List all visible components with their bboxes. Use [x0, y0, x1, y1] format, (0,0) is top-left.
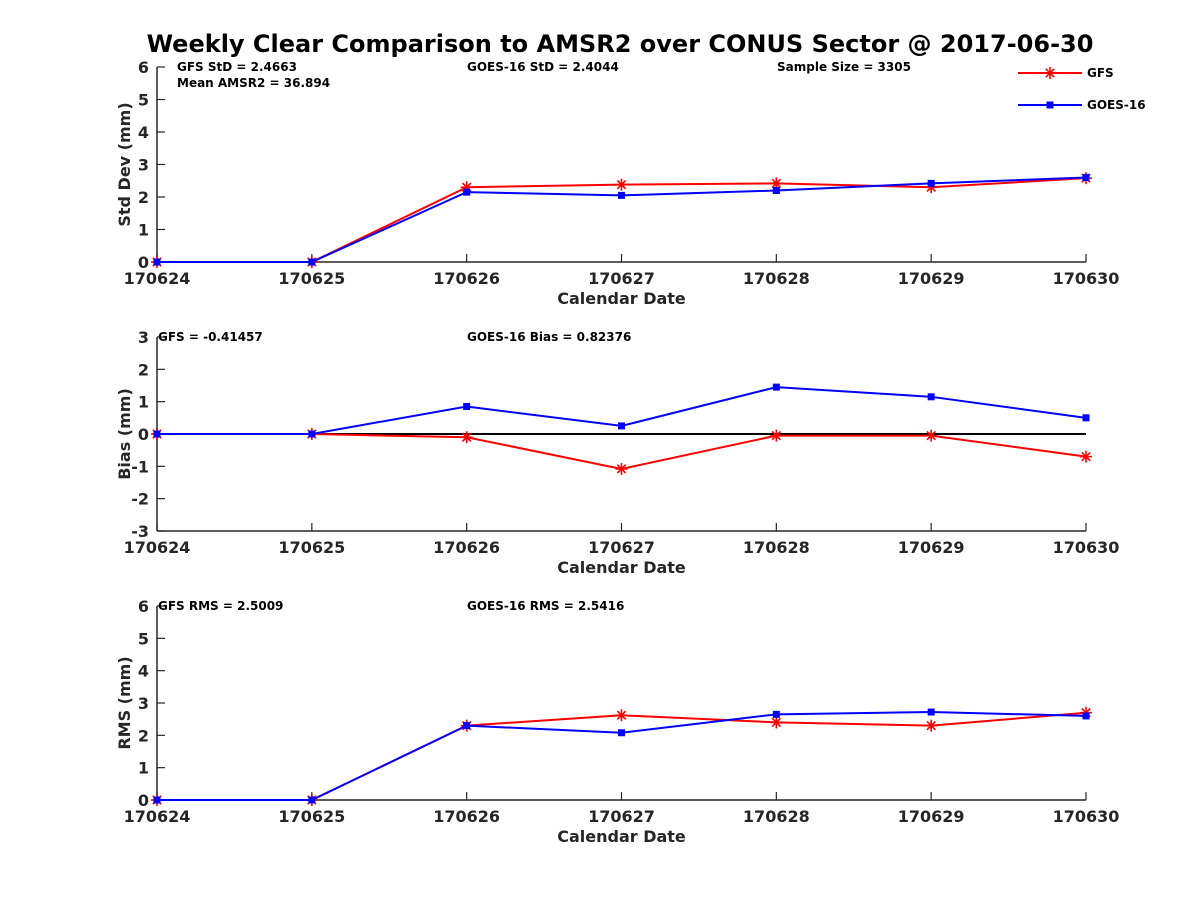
y-tick-label: 6: [138, 597, 149, 616]
series-line-gfs: [157, 177, 1087, 263]
stat-annotation: Sample Size = 3305: [777, 60, 911, 74]
x-axis-title: Calendar Date: [557, 827, 686, 846]
legend-label-gfs: GFS: [1087, 66, 1114, 80]
y-tick-label: -3: [131, 522, 149, 541]
series-line-gfs: [157, 711, 1087, 801]
y-tick-label: 2: [138, 188, 149, 207]
stat-annotation: GFS = -0.41457: [158, 330, 263, 344]
data-point-goes-16: [1082, 414, 1090, 422]
data-point-goes-16: [153, 796, 161, 804]
data-point-goes-16: [927, 179, 935, 187]
data-point-goes-16: [463, 722, 471, 730]
data-point-gfs: [460, 431, 473, 444]
stat-annotation: GOES-16 StD = 2.4044: [467, 60, 619, 74]
stat-annotation: GOES-16 RMS = 2.5416: [467, 599, 624, 613]
data-point-goes-16: [308, 430, 316, 438]
data-point-goes-16: [308, 796, 316, 804]
y-tick-label: 3: [138, 328, 149, 347]
x-tick-label: 170629: [898, 269, 965, 288]
x-axis-title: Calendar Date: [557, 558, 686, 577]
chart-title: Weekly Clear Comparison to AMSR2 over CO…: [146, 30, 1094, 58]
data-point-gfs: [770, 177, 783, 190]
data-point-gfs: [770, 429, 783, 442]
y-axis-title: RMS (mm): [115, 656, 134, 749]
data-point-gfs: [615, 178, 628, 191]
x-tick-label: 170626: [433, 269, 500, 288]
y-tick-label: -1: [131, 457, 149, 476]
data-point-goes-16: [927, 708, 935, 716]
y-tick-label: 0: [138, 253, 149, 272]
y-axis-title: Bias (mm): [115, 388, 134, 480]
x-tick-label: 170627: [588, 269, 655, 288]
data-point-goes-16: [308, 258, 316, 266]
x-tick-label: 170625: [278, 807, 345, 826]
x-tick-label: 170624: [124, 269, 191, 288]
data-point-gfs: [770, 716, 783, 729]
x-tick-label: 170627: [588, 538, 655, 557]
stat-annotation: GFS StD = 2.4663: [177, 60, 297, 74]
y-tick-label: 4: [138, 123, 149, 142]
y-tick-label: 4: [138, 662, 149, 681]
y-tick-label: 1: [138, 221, 149, 240]
stat-annotation: GOES-16 Bias = 0.82376: [467, 330, 631, 344]
data-point-goes-16: [463, 403, 471, 411]
x-tick-label: 170625: [278, 269, 345, 288]
y-tick-label: 0: [138, 791, 149, 810]
y-tick-label: -2: [131, 490, 149, 509]
x-tick-label: 170626: [433, 807, 500, 826]
data-point-goes-16: [618, 191, 625, 199]
data-point-gfs: [925, 719, 938, 732]
y-tick-label: 5: [138, 629, 149, 648]
data-point-goes-16: [772, 383, 780, 391]
y-tick-label: 3: [138, 156, 149, 175]
x-tick-label: 170630: [1053, 269, 1120, 288]
stat-annotation: Mean AMSR2 = 36.894: [177, 76, 330, 90]
x-tick-label: 170628: [743, 269, 810, 288]
x-tick-label: 170624: [124, 807, 191, 826]
stat-annotation: GFS RMS = 2.5009: [158, 599, 283, 613]
data-point-gfs: [615, 709, 628, 722]
data-point-goes-16: [618, 729, 625, 737]
x-tick-label: 170627: [588, 807, 655, 826]
x-tick-label: 170630: [1053, 538, 1120, 557]
y-tick-label: 1: [138, 393, 149, 412]
data-point-goes-16: [618, 422, 625, 430]
data-point-gfs: [615, 462, 628, 475]
data-point-goes-16: [463, 188, 471, 196]
y-axis-title: Std Dev (mm): [115, 102, 134, 226]
data-point-goes-16: [927, 393, 935, 401]
x-tick-label: 170629: [898, 807, 965, 826]
x-tick-label: 170624: [124, 538, 191, 557]
y-tick-label: 2: [138, 726, 149, 745]
data-point-gfs: [1080, 450, 1092, 463]
data-point-goes-16: [1082, 712, 1090, 720]
data-point-goes-16: [1082, 174, 1090, 181]
y-tick-label: 0: [138, 425, 149, 444]
x-tick-label: 170628: [743, 807, 810, 826]
y-tick-label: 2: [138, 360, 149, 379]
y-tick-label: 5: [138, 91, 149, 110]
x-tick-label: 170625: [278, 538, 345, 557]
x-tick-label: 170626: [433, 538, 500, 557]
y-tick-label: 6: [138, 58, 149, 77]
y-tick-label: 3: [138, 694, 149, 713]
data-point-goes-16: [772, 187, 780, 194]
legend-marker-goes-16: [1046, 101, 1054, 109]
x-axis-title: Calendar Date: [557, 289, 686, 308]
data-point-goes-16: [153, 430, 161, 438]
data-point-goes-16: [153, 258, 161, 266]
data-point-gfs: [925, 429, 938, 442]
legend-label-goes-16: GOES-16: [1087, 98, 1146, 112]
y-tick-label: 1: [138, 759, 149, 778]
legend-marker-gfs: [1044, 67, 1056, 79]
data-point-goes-16: [772, 710, 780, 718]
x-tick-label: 170629: [898, 538, 965, 557]
x-tick-label: 170630: [1053, 807, 1120, 826]
x-tick-label: 170628: [743, 538, 810, 557]
